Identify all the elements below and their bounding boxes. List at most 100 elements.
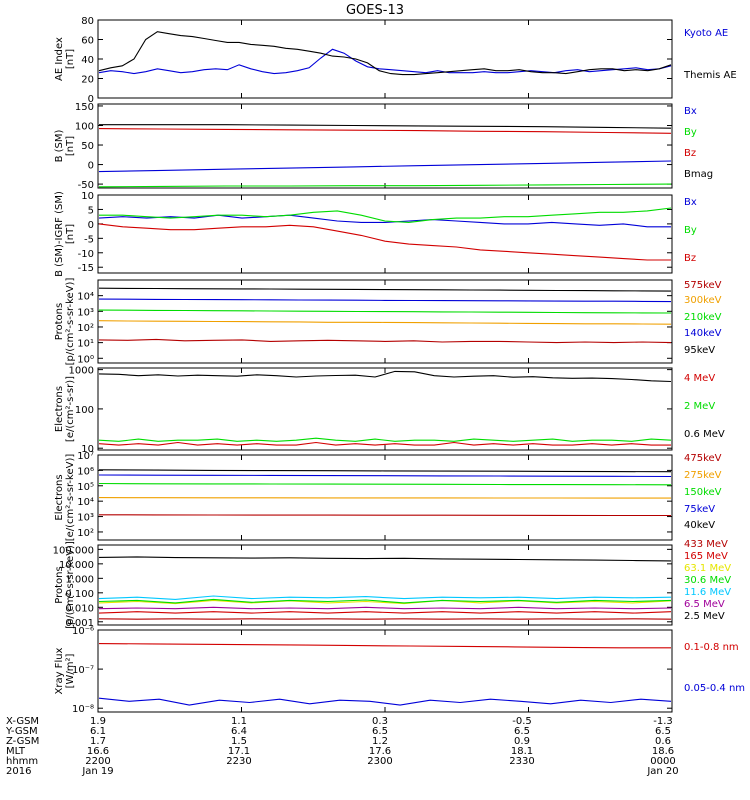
y-tick-label: 0.010 — [65, 603, 94, 614]
legend-label: 210keV — [684, 312, 722, 323]
y-tick-label: -15 — [78, 263, 94, 274]
series-line-4-mev — [98, 441, 671, 446]
y-tick-label: 10⁴ — [77, 292, 94, 303]
y-tick-label: 10¹ — [77, 339, 94, 350]
date-end: Jan 20 — [647, 766, 679, 777]
y-gsm-4: 6.5 — [514, 726, 530, 737]
electrons_mev-panel: 10 100 1000 Electrons [e/(cm²-s-sr)] 4 MeV 2 M… — [54, 366, 725, 456]
legend-label: 95keV — [684, 345, 715, 356]
legend-label: 75keV — [684, 504, 715, 515]
y-axis-label: B (SM)-IGRF (SM) — [54, 191, 65, 277]
chart-title: GOES-13 — [346, 3, 404, 18]
legend-label: 140keV — [684, 328, 722, 339]
series-line-210kev — [98, 309, 672, 314]
bsm-frame — [97, 103, 673, 189]
z-gsm-4: 0.9 — [514, 736, 530, 747]
y-tick-label: 10⁻⁷ — [72, 665, 94, 676]
mlt-2: 17.1 — [227, 746, 251, 757]
legend-label: 475keV — [684, 453, 722, 464]
y-tick-label: 10⁻⁸ — [72, 704, 94, 715]
legend-label: 0.05-0.4 nm — [684, 683, 745, 694]
y-tick-label: 100.000 — [53, 545, 94, 556]
z-gsm-3: 1.2 — [372, 736, 388, 747]
y-tick-label: 0 — [88, 161, 94, 172]
series-line-by — [99, 207, 672, 223]
x-gsm-1: 1.9 — [90, 716, 106, 727]
series-line-300kev — [98, 320, 672, 325]
x-gsm-4: -0.5 — [512, 716, 532, 727]
row-label-mlt: MLT — [6, 746, 25, 757]
ae-panel: 0 20 40 60 80 AE Index [nT] Kyoto AE Themis AE — [54, 16, 737, 105]
y-axis-label: [e/(cm²-s-sr)] — [65, 376, 76, 442]
legend-label: By — [684, 225, 697, 236]
y-axis-label: [p/(cm²-s-sr-keV)] — [65, 278, 76, 366]
xray-panel: 10⁻⁸ 10⁻⁷ 10⁻⁶ Xray Flux [W/m²] 0.1-0.8 nm 0.0… — [54, 626, 745, 715]
legend-label: 165 MeV — [684, 551, 728, 562]
x-gsm-5: -1.3 — [653, 716, 673, 727]
x-gsm-2: 1.1 — [231, 716, 247, 727]
x-gsm-3: 0.3 — [372, 716, 388, 727]
legend-label: 275keV — [684, 470, 722, 481]
y-gsm-2: 6.4 — [231, 726, 247, 737]
y-axis-label: Protons — [54, 566, 65, 603]
legend-label: 11.6 MeV — [684, 587, 731, 598]
legend-label: Bx — [684, 197, 697, 208]
series-line-575kev — [98, 338, 672, 344]
series-line-0-1-0-8-nm — [98, 643, 671, 649]
date-start: Jan 19 — [82, 766, 114, 777]
y-tick-label: 1.000 — [65, 574, 94, 585]
y-tick-label: 80 — [81, 16, 94, 27]
mlt-4: 18.1 — [510, 746, 534, 757]
series-line-bz — [98, 128, 672, 134]
y-tick-label: 150 — [75, 102, 94, 113]
y-axis-label: [W/m²] — [65, 653, 76, 688]
series-line-2-mev — [98, 437, 672, 442]
legend-label: Bz — [684, 253, 696, 264]
hhmm-3: 2300 — [367, 756, 393, 767]
mlt-1: 16.6 — [86, 746, 110, 757]
y-gsm-1: 6.1 — [90, 726, 106, 737]
mlt-5: 18.6 — [651, 746, 675, 757]
z-gsm-2: 1.5 — [231, 736, 247, 747]
y-tick-label: 10 — [81, 444, 94, 455]
row-label-year: 2016 — [6, 766, 32, 777]
y-tick-label: 10.000 — [59, 560, 94, 571]
series-line-2-5-mev — [98, 556, 672, 562]
row-label-hhmm: hhmm — [6, 756, 39, 767]
y-tick-label: 10² — [77, 528, 94, 539]
row-label-y-gsm: Y-GSM — [6, 726, 38, 737]
hhmm-1: 2200 — [85, 756, 111, 767]
y-axis-label: [e/(cm²-s-sr-keV)] — [65, 454, 76, 542]
legend-label: Bmag — [684, 169, 713, 180]
y-tick-label: 0.001 — [65, 618, 94, 629]
y-gsm-5: 6.5 — [655, 726, 671, 737]
mlt-3: 17.6 — [368, 746, 392, 757]
y-axis-label: [nT] — [65, 224, 76, 244]
series-line-0-6-mev — [98, 370, 672, 383]
legend-label: 2.5 MeV — [684, 611, 725, 622]
series-line-kyoto-ae — [98, 48, 672, 75]
y-tick-label: 1000 — [69, 366, 94, 377]
series-line-bx — [98, 214, 671, 228]
legend-label: 575keV — [684, 280, 722, 291]
series-line-by — [98, 183, 672, 188]
legend-label: 40keV — [684, 520, 715, 531]
series-line-140kev — [98, 298, 672, 303]
series-line-63-1-mev — [98, 599, 672, 605]
y-tick-label: 40 — [81, 55, 94, 66]
hhmm-5: 0000 — [650, 756, 676, 767]
series-line-bmag — [99, 124, 672, 129]
y-tick-label: 0 — [88, 94, 94, 105]
y-tick-label: 10³ — [77, 307, 94, 318]
electrons_mev-frame — [97, 367, 673, 451]
y-tick-label: 5 — [88, 205, 94, 216]
series-line-bz — [98, 223, 671, 261]
series-line-0-05-0-4-nm — [98, 697, 672, 706]
series-line-475kev — [98, 514, 671, 517]
y-tick-label: -10 — [78, 249, 94, 260]
legend-label: 2 MeV — [684, 401, 715, 412]
z-gsm-1: 1.7 — [90, 736, 106, 747]
legend-label: 433 MeV — [684, 539, 728, 550]
y-tick-label: 10³ — [77, 513, 94, 524]
y-axis-label: [nT] — [65, 136, 76, 156]
